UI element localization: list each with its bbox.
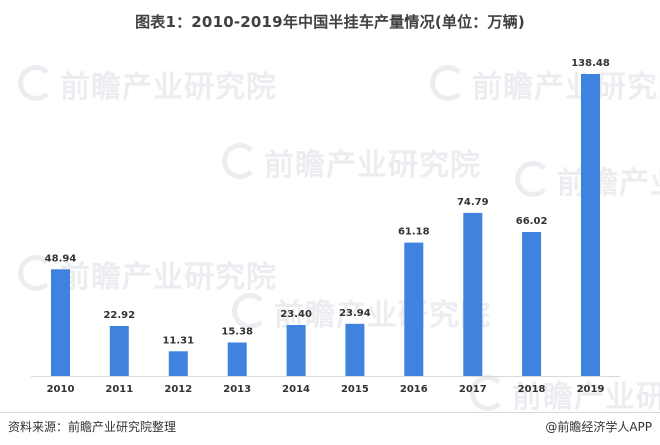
bar-2012 xyxy=(168,351,188,376)
x-tick-label-2017: 2017 xyxy=(459,384,487,395)
bar-2019 xyxy=(581,74,600,376)
source-note: 资料来源：前瞻产业研究院整理 xyxy=(8,420,177,434)
bar-2015 xyxy=(345,323,365,376)
data-label-2012: 11.31 xyxy=(162,335,194,346)
bar-2011 xyxy=(109,326,129,376)
bar-2017 xyxy=(463,212,483,376)
x-tick-label-2013: 2013 xyxy=(223,384,251,395)
brand-credit: @前瞻经济学人APP xyxy=(545,420,652,434)
data-label-2018: 66.02 xyxy=(516,216,548,227)
x-tick-label-2010: 2010 xyxy=(47,384,75,395)
data-label-2017: 74.79 xyxy=(457,197,489,208)
bar-chart: 48.94 2010 22.92 2011 11.31 2012 15.38 2013 23.4… xyxy=(31,58,620,395)
x-tick-label-2011: 2011 xyxy=(105,384,133,395)
x-tick-label-2018: 2018 xyxy=(518,384,546,395)
x-tick-label-2019: 2019 xyxy=(577,384,605,395)
footer-divider xyxy=(0,412,660,413)
chart-title: 图表1：2010-2019年中国半挂车产量情况(单位：万辆) xyxy=(135,13,525,31)
data-label-2019: 138.48 xyxy=(571,58,610,69)
bar-2013 xyxy=(227,342,247,376)
data-label-2015: 23.94 xyxy=(339,308,371,319)
data-label-2010: 48.94 xyxy=(45,253,77,264)
bar-2014 xyxy=(286,325,306,376)
x-tick-label-2016: 2016 xyxy=(400,384,428,395)
data-label-2013: 15.38 xyxy=(221,327,253,338)
x-tick-label-2014: 2014 xyxy=(282,384,310,395)
data-label-2016: 61.18 xyxy=(398,227,430,238)
x-tick-label-2012: 2012 xyxy=(164,384,192,395)
bar-2010 xyxy=(51,269,70,376)
data-label-2011: 22.92 xyxy=(103,310,135,321)
data-label-2014: 23.40 xyxy=(280,309,312,320)
bar-2016 xyxy=(404,242,424,376)
bar-2018 xyxy=(522,232,542,376)
x-tick-label-2015: 2015 xyxy=(341,384,369,395)
